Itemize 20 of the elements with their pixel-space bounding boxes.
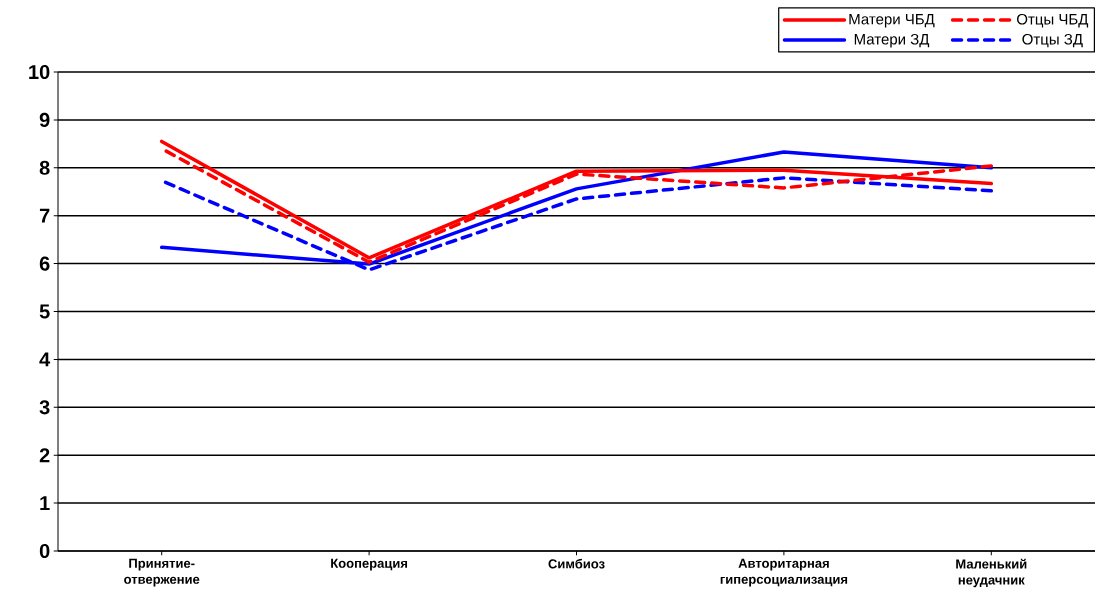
y-tick-label: 1 (40, 496, 50, 510)
y-tick-label: 10 (29, 64, 50, 80)
y-tick-label: 2 (39, 448, 50, 463)
x-tick-label: Авторитарная гиперсоциализация (720, 558, 848, 587)
y-tick-label: 9 (39, 112, 50, 127)
y-tick-label: 0 (39, 543, 50, 559)
legend-label: Матери ЗД (854, 33, 930, 48)
y-tick-label: 3 (39, 400, 50, 415)
x-tick-label: Принятие-отвержение (124, 558, 200, 587)
x-tick-label: Кооперация (331, 558, 408, 571)
x-tick-label: Маленький неудачник (956, 558, 1027, 588)
legend-label: Отцы ЧБД (1017, 13, 1089, 28)
y-tick-label: 8 (39, 160, 50, 175)
y-tick-label: 4 (39, 352, 51, 367)
legend-label: Матери ЧБД (849, 14, 935, 28)
x-tick-label: Симбиоз (548, 558, 605, 569)
legend-label: Отцы ЗД (1022, 33, 1083, 48)
y-tick-label: 5 (39, 304, 50, 319)
y-tick-label: 6 (39, 256, 50, 271)
y-tick-label: 7 (39, 208, 50, 223)
